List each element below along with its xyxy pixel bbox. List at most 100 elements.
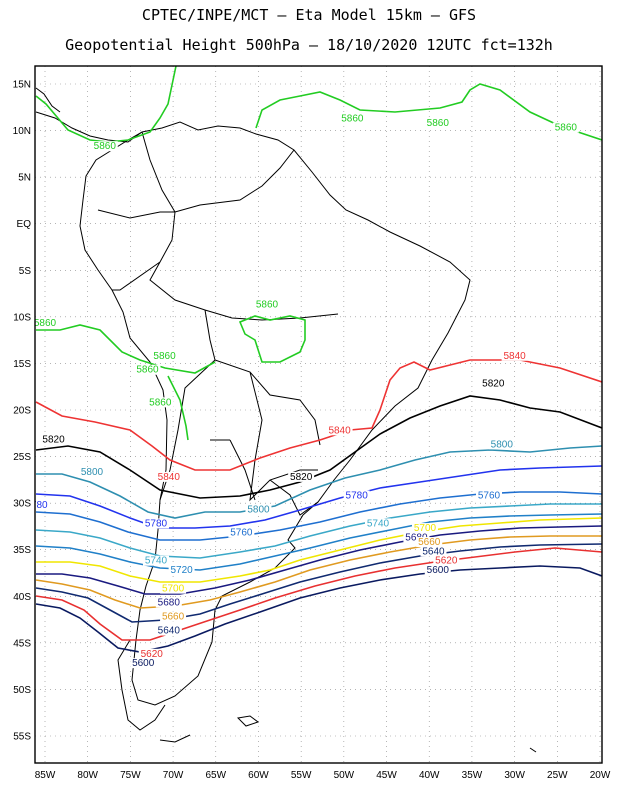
- contour-label: 5740: [367, 518, 390, 529]
- lon-tick-label: 85W: [35, 770, 56, 781]
- contour-label-bg: [147, 397, 174, 408]
- contour-label-bg: [143, 518, 169, 529]
- lon-tick-label: 20W: [590, 770, 611, 781]
- contour-label-bg: [433, 555, 460, 566]
- lon-tick-label: 55W: [291, 770, 312, 781]
- contour-label: 5860: [94, 141, 117, 152]
- lat-tick-label: 55S: [13, 732, 31, 743]
- contour-label-bg: [91, 141, 118, 152]
- contour-label: 5740: [145, 556, 168, 567]
- contour-5720: [35, 513, 602, 571]
- lon-tick-label: 35W: [462, 770, 483, 781]
- lat-tick-label: 10S: [13, 312, 31, 323]
- lon-tick-label: 70W: [163, 770, 184, 781]
- lon-tick-label: 40W: [419, 770, 440, 781]
- lat-tick-label: 35S: [13, 545, 31, 556]
- contour-label: 5780: [145, 518, 168, 529]
- lat-tick-label: 50S: [13, 685, 31, 696]
- contour-label-bg: [416, 537, 443, 548]
- contour-5620: [35, 547, 602, 641]
- contour-label-bg: [78, 467, 105, 478]
- country-borders: [35, 87, 537, 753]
- contour-label-bg: [151, 350, 178, 361]
- contour-label: 5800: [81, 467, 104, 478]
- contour-label: 5700: [414, 523, 437, 534]
- contour-label-bg: [160, 583, 187, 594]
- contour-label: 5680: [158, 598, 181, 609]
- contour-label-bg: [288, 471, 315, 482]
- contour-label-bg: [155, 597, 182, 608]
- contour-label: 5820: [482, 379, 505, 390]
- contour-label: 5800: [491, 439, 514, 450]
- contour-label-bg: [552, 122, 579, 133]
- contour-label-bg: [40, 434, 67, 445]
- lon-tick-label: 80W: [77, 770, 98, 781]
- contour-label: 5640: [158, 626, 181, 637]
- lon-tick-label: 45W: [376, 770, 397, 781]
- contour-5780: [35, 465, 602, 529]
- contour-label: 5860: [149, 397, 172, 408]
- contour-5700: [36, 517, 602, 583]
- contour-label: 5860: [153, 351, 176, 362]
- contour-5860-west: [36, 324, 216, 441]
- lat-tick-label: 20S: [13, 406, 31, 417]
- contour-label-bg: [501, 350, 528, 361]
- contour-5660: [35, 535, 602, 609]
- map-frame: [34, 65, 603, 764]
- contour-label: 5860: [256, 300, 279, 311]
- contour-label: 5640: [422, 546, 445, 557]
- contour-label: 5660: [418, 537, 441, 548]
- contour-5680: [36, 525, 602, 595]
- contour-label: 5600: [427, 565, 450, 576]
- lat-tick-label: 10N: [13, 126, 31, 137]
- graticule-grid: [35, 66, 602, 763]
- lat-tick-label: 40S: [13, 592, 31, 603]
- contour-label-bg: [134, 364, 161, 375]
- contour-label: 5700: [162, 584, 185, 595]
- contour-label-bg: [245, 504, 272, 515]
- contour-label: 5840: [328, 425, 351, 436]
- contour-label-bg: [130, 658, 157, 669]
- contour-label: 5840: [503, 351, 526, 362]
- contour-5600: [35, 565, 602, 653]
- contour-5860-brazil: [238, 315, 306, 363]
- contour-label-bg: [476, 490, 502, 501]
- contour-label: 5860: [341, 113, 364, 124]
- contour-label: 5620: [435, 556, 458, 567]
- contour-label-bg: [326, 425, 353, 436]
- contour-label-bg: [424, 117, 451, 128]
- lat-tick-label: 45S: [13, 638, 31, 649]
- contour-label-bg: [155, 625, 182, 636]
- contour-label-bg: [480, 378, 507, 389]
- contour-label: 5840: [158, 472, 181, 483]
- contour-label-bg: [420, 546, 447, 557]
- contour-label-bg: [228, 527, 255, 538]
- lat-tick-label: 5S: [19, 266, 32, 277]
- map-title-line-1: CPTEC/INPE/MCT – Eta Model 15km – GFS: [141, 6, 477, 24]
- contour-label-bg: [365, 518, 391, 529]
- contour-label: 5620: [141, 649, 164, 660]
- contour-label: 5860: [34, 318, 57, 329]
- lon-tick-label: 65W: [205, 770, 226, 781]
- contour-label-bg: [143, 555, 169, 566]
- contour-label-bg: [424, 565, 451, 575]
- contour-label-bg: [168, 565, 195, 575]
- contour-labels: 5860 5860 5860 5860 5860 5860 5860 5860 5860 5840…: [25, 113, 579, 669]
- lat-tick-label: 5N: [18, 173, 31, 184]
- contour-label-bg: [155, 471, 182, 482]
- contour-label: 5800: [247, 504, 270, 515]
- contour-label: 5720: [170, 565, 193, 576]
- contour-5740: [35, 503, 602, 559]
- lon-tick-label: 25W: [547, 770, 568, 781]
- lon-tick-label: 30W: [504, 770, 525, 781]
- contour-5820: [35, 395, 602, 499]
- lat-tick-label: 30S: [13, 499, 31, 510]
- contour-label: 5820: [290, 472, 313, 483]
- contour-label: 5860: [555, 123, 578, 134]
- contour-label-bg: [254, 299, 280, 310]
- contour-label-bg: [138, 648, 165, 659]
- lat-tick-label: EQ: [17, 219, 32, 230]
- contour-label: 5760: [230, 528, 253, 539]
- contour-label: 5780: [25, 500, 48, 511]
- contour-label-bg: [35, 499, 50, 510]
